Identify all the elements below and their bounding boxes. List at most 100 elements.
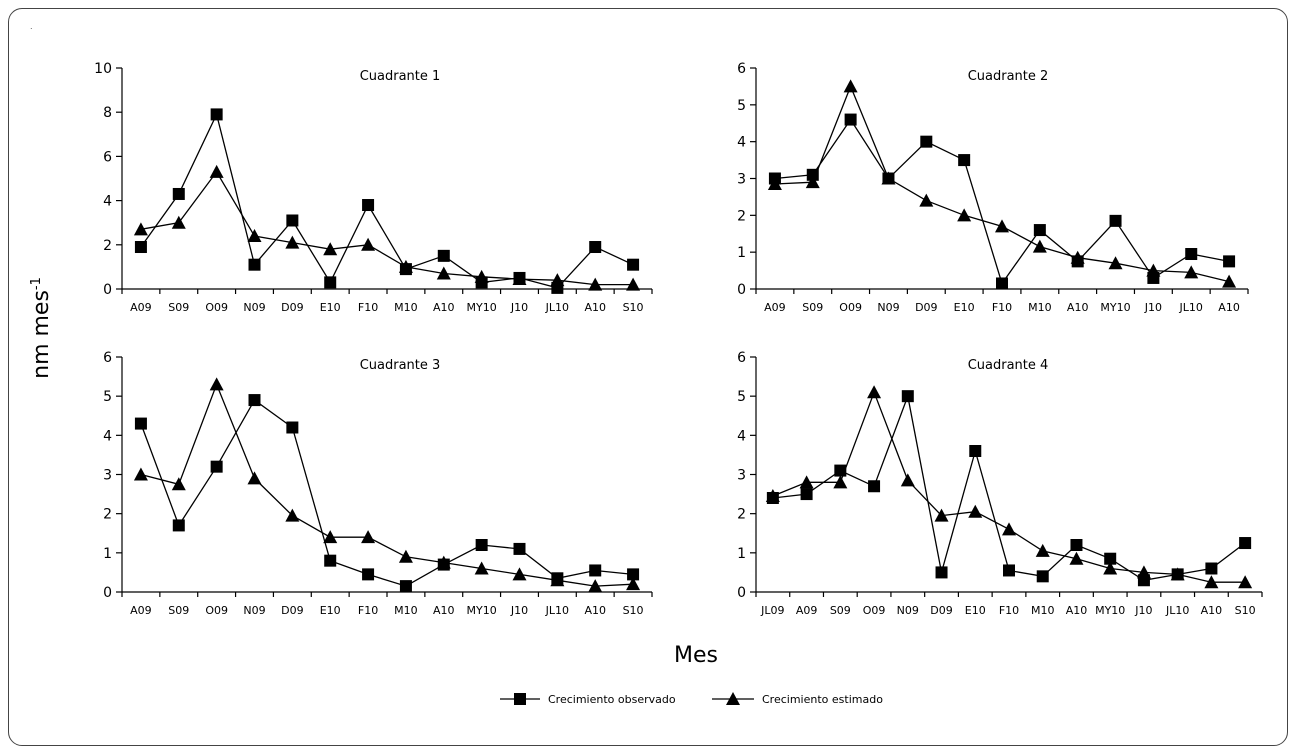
data-point-estimado <box>1032 239 1047 253</box>
data-point-observado <box>399 580 412 593</box>
x-tick-label: E10 <box>965 604 986 617</box>
data-point-estimado <box>171 477 186 491</box>
data-point-observado <box>172 519 185 532</box>
data-point-estimado <box>512 567 527 581</box>
data-point-estimado <box>474 269 489 283</box>
y-tick-label: 5 <box>737 98 746 114</box>
data-point-estimado <box>934 508 949 522</box>
data-point-observado <box>513 542 526 555</box>
data-point-observado <box>1036 570 1049 583</box>
data-point-estimado <box>285 235 300 249</box>
x-tick-label: A10 <box>1067 301 1089 314</box>
series-line-estimado <box>774 84 1230 283</box>
data-point-observado <box>437 249 450 262</box>
data-point-estimado <box>767 177 782 191</box>
chart-panel-1: 0 2 4 6 8 10 A09 S09 O09 N09 D09 E10 F10 M10 A10 MY10 J1… <box>94 61 653 314</box>
x-tick-label: MY10 <box>467 604 497 617</box>
data-point-observado <box>286 214 299 227</box>
data-point-estimado <box>398 549 413 563</box>
data-point-estimado <box>1136 565 1151 579</box>
x-tick-label: S09 <box>830 604 851 617</box>
x-tick-label: D09 <box>281 604 303 617</box>
x-tick-label: A10 <box>1066 604 1088 617</box>
y-tick-label: 2 <box>103 507 112 523</box>
data-point-estimado <box>843 79 858 93</box>
chart-panel-3: 0 1 2 3 4 5 6 A09 S09 O09 N09 D09 E10 F10 M10 A10 MY10 J1… <box>103 350 653 617</box>
y-tick-label: 6 <box>103 149 112 165</box>
x-tick-label: O09 <box>205 604 228 617</box>
chart-title: Cuadrante 1 <box>360 69 441 84</box>
x-tick-label: JL09 <box>760 604 784 617</box>
series-line-estimado <box>140 170 634 286</box>
x-tick-label: A10 <box>1218 301 1240 314</box>
x-tick-label: F10 <box>358 301 378 314</box>
x-tick-label: D09 <box>915 301 937 314</box>
data-point-estimado <box>1035 543 1050 557</box>
data-point-estimado <box>209 377 224 391</box>
x-tick-label: E10 <box>954 301 975 314</box>
x-tick-label: A10 <box>584 604 606 617</box>
x-tick-label: E10 <box>320 604 341 617</box>
y-tick-label: 4 <box>737 428 746 444</box>
data-point-estimado <box>805 175 820 189</box>
x-tick-label: E10 <box>320 301 341 314</box>
x-tick-label: N09 <box>243 604 265 617</box>
y-tick-label: 5 <box>103 389 112 405</box>
data-point-estimado <box>247 228 262 242</box>
data-point-estimado <box>1222 274 1237 288</box>
x-tick-label: O09 <box>863 604 886 617</box>
x-tick-label: A10 <box>1201 604 1223 617</box>
data-point-observado <box>1033 224 1046 237</box>
data-point-estimado <box>1170 567 1185 581</box>
data-point-observado <box>362 199 375 212</box>
data-point-estimado <box>1103 561 1118 575</box>
data-point-estimado <box>1108 256 1123 270</box>
x-tick-label: J10 <box>1144 301 1162 314</box>
legend-item-observado: Crecimiento observado <box>500 693 676 706</box>
data-point-estimado <box>512 272 527 286</box>
y-tick-label: 2 <box>737 208 746 224</box>
data-point-estimado <box>323 242 338 256</box>
data-point-estimado <box>1069 551 1084 565</box>
y-tick-label: 5 <box>737 389 746 405</box>
x-tick-label: JL10 <box>545 604 569 617</box>
y-tick-label: 2 <box>103 238 112 254</box>
x-tick-label: A09 <box>764 301 786 314</box>
data-point-observado <box>1205 562 1218 575</box>
data-point-observado <box>901 390 914 403</box>
data-point-estimado <box>867 385 882 399</box>
data-point-estimado <box>900 473 915 487</box>
data-point-estimado <box>626 277 641 291</box>
chart-title: Cuadrante 3 <box>360 358 441 373</box>
legend-triangle-marker <box>726 692 740 705</box>
x-tick-label: S09 <box>168 301 189 314</box>
data-point-estimado <box>550 573 565 587</box>
data-point-observado <box>844 113 857 126</box>
x-tick-label: S09 <box>168 604 189 617</box>
x-tick-label: A09 <box>130 301 152 314</box>
x-tick-label: MY10 <box>1100 301 1130 314</box>
series-line-observado <box>140 112 634 289</box>
y-tick-label: 4 <box>737 135 746 151</box>
y-tick-label: 4 <box>103 428 112 444</box>
x-tick-label: O09 <box>205 301 228 314</box>
chart-panel-2: 0 1 2 3 4 5 6 A09 S09 O09 N09 D09 E10 F10 M10 A10 MY10 J1… <box>737 61 1249 314</box>
x-tick-label: J10 <box>510 301 528 314</box>
x-tick-label: M10 <box>394 301 418 314</box>
data-point-estimado <box>1146 263 1161 277</box>
data-point-estimado <box>833 475 848 489</box>
x-tick-label: JL10 <box>1165 604 1189 617</box>
y-tick-label: 0 <box>737 585 746 601</box>
data-point-observado <box>324 554 337 567</box>
data-point-observado <box>868 480 881 493</box>
y-tick-label: 0 <box>103 585 112 601</box>
data-point-estimado <box>588 277 603 291</box>
y-tick-label: 3 <box>737 468 746 484</box>
legend-label-observado: Crecimiento observado <box>548 693 676 706</box>
data-point-observado <box>172 187 185 200</box>
data-point-estimado <box>436 266 451 280</box>
x-tick-label: JL10 <box>1179 301 1203 314</box>
data-point-estimado <box>968 504 983 518</box>
data-point-observado <box>362 568 375 581</box>
